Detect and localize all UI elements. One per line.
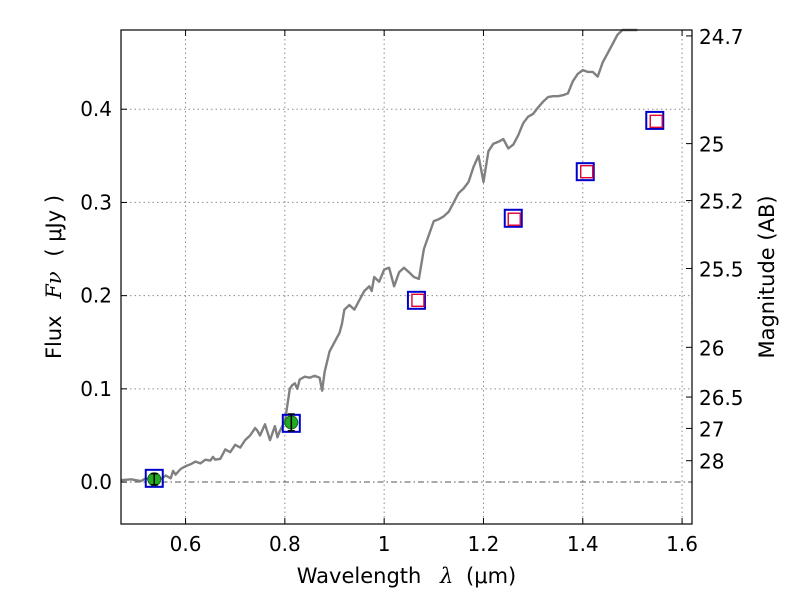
y-tick-label: 0.2 xyxy=(80,284,112,308)
y-axis-label: Flux Fν ( μJy ) xyxy=(42,195,66,359)
x-tick-label: 1 xyxy=(378,532,391,556)
y-tick-label: 0.4 xyxy=(80,97,112,121)
model-photometry-box xyxy=(406,290,426,310)
x-tick-label: 0.6 xyxy=(170,532,202,556)
x-axis-label-text: Wavelength xyxy=(297,564,422,588)
plot-frame xyxy=(120,29,693,525)
y2-tick-label: 26.5 xyxy=(699,386,744,410)
y-tick-label: 0.3 xyxy=(80,190,112,214)
y2-tick-label: 24.7 xyxy=(699,25,744,49)
x-axis-label-unit: (μm) xyxy=(466,564,516,588)
y2-tick-label: 28 xyxy=(699,450,724,474)
y-axis-label-symbol: Fν xyxy=(42,271,66,300)
y2-tick-label: 25.5 xyxy=(699,258,744,282)
y-axis-label-unit: ( μJy ) xyxy=(42,195,66,257)
y-tick-label: 0.1 xyxy=(80,377,112,401)
x-axis-label: Wavelength λ (μm) xyxy=(297,564,516,588)
ticks-layer: 0.6 0.8 1 1.2 1.4 1.6 0.0 0.1 0.2 0.3 0.4 24.7 25 25.… xyxy=(80,25,743,556)
x-tick-label: 0.8 xyxy=(269,532,301,556)
y2-tick-label: 25.2 xyxy=(699,190,744,214)
model-photometry-box xyxy=(645,110,665,130)
y2-tick-label: 26 xyxy=(699,336,724,360)
y-tick-label: 0.0 xyxy=(80,470,112,494)
points-layer xyxy=(144,110,665,488)
upper-limit-marker xyxy=(507,212,521,226)
x-axis-label-symbol: λ xyxy=(439,564,453,588)
model-photometry-box xyxy=(503,208,523,228)
upper-limit-marker xyxy=(649,114,663,129)
y2-tick-label: 27 xyxy=(699,417,724,441)
y-axis-label-text: Flux xyxy=(42,315,66,359)
x-tick-label: 1.4 xyxy=(567,532,599,556)
model-photometry-box xyxy=(144,468,164,488)
model-photometry-box xyxy=(575,162,595,182)
upper-limit-marker xyxy=(580,164,594,179)
y2-tick-label: 25 xyxy=(699,133,724,157)
x-tick-label: 1.6 xyxy=(666,532,698,556)
x-tick-label: 1.2 xyxy=(468,532,500,556)
upper-limit-marker xyxy=(411,293,425,308)
model-spectrum-line xyxy=(120,28,638,483)
y2-axis-label: Magnitude (AB) xyxy=(755,195,779,358)
